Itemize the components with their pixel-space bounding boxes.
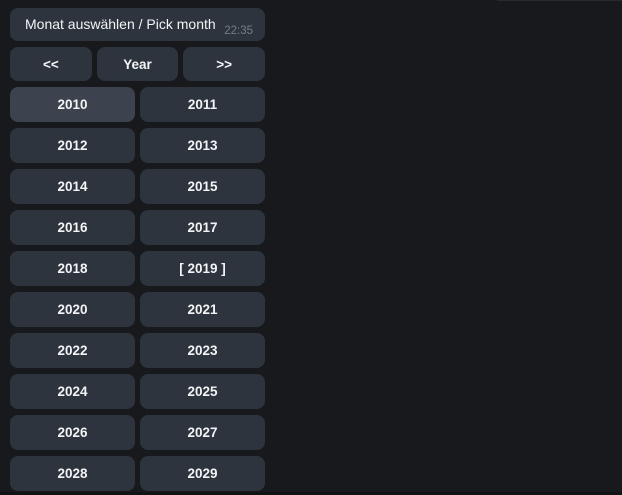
year-row: 2026 2027 — [10, 415, 265, 450]
message-timestamp: 22:35 — [224, 25, 253, 37]
year-2021-button[interactable]: 2021 — [140, 292, 265, 327]
year-row: 2018 [ 2019 ] — [10, 251, 265, 286]
year-2028-button[interactable]: 2028 — [10, 456, 135, 491]
year-2018-button[interactable]: 2018 — [10, 251, 135, 286]
bottom-edge — [0, 492, 622, 495]
year-row: 2010 2011 — [10, 87, 265, 122]
year-2022-button[interactable]: 2022 — [10, 333, 135, 368]
year-2029-button[interactable]: 2029 — [140, 456, 265, 491]
year-2010-button[interactable]: 2010 — [10, 87, 135, 122]
year-row: 2012 2013 — [10, 128, 265, 163]
year-2024-button[interactable]: 2024 — [10, 374, 135, 409]
year-mode-button[interactable]: Year — [96, 47, 179, 81]
year-2012-button[interactable]: 2012 — [10, 128, 135, 163]
year-row: 2020 2021 — [10, 292, 265, 327]
year-row: 2016 2017 — [10, 210, 265, 245]
inline-keyboard: << Year >> 2010 2011 2012 2013 2014 2015… — [10, 47, 266, 491]
year-row: 2022 2023 — [10, 333, 265, 368]
top-edge-artifact — [497, 0, 622, 1]
next-page-button[interactable]: >> — [183, 47, 266, 81]
year-row: 2024 2025 — [10, 374, 265, 409]
year-2019-button-current[interactable]: [ 2019 ] — [140, 251, 265, 286]
year-2017-button[interactable]: 2017 — [140, 210, 265, 245]
year-2027-button[interactable]: 2027 — [140, 415, 265, 450]
year-2025-button[interactable]: 2025 — [140, 374, 265, 409]
bot-message-group: Monat auswählen / Pick month 22:35 << Ye… — [10, 8, 266, 491]
nav-row: << Year >> — [10, 47, 266, 81]
year-2020-button[interactable]: 2020 — [10, 292, 135, 327]
year-2011-button[interactable]: 2011 — [140, 87, 265, 122]
year-row: 2014 2015 — [10, 169, 265, 204]
message-bubble: Monat auswählen / Pick month 22:35 — [10, 8, 265, 41]
year-2026-button[interactable]: 2026 — [10, 415, 135, 450]
prev-page-button[interactable]: << — [10, 47, 92, 81]
year-2015-button[interactable]: 2015 — [140, 169, 265, 204]
year-2023-button[interactable]: 2023 — [140, 333, 265, 368]
year-2013-button[interactable]: 2013 — [140, 128, 265, 163]
year-2016-button[interactable]: 2016 — [10, 210, 135, 245]
year-2014-button[interactable]: 2014 — [10, 169, 135, 204]
year-row: 2028 2029 — [10, 456, 265, 491]
message-text: Monat auswählen / Pick month — [25, 16, 216, 32]
